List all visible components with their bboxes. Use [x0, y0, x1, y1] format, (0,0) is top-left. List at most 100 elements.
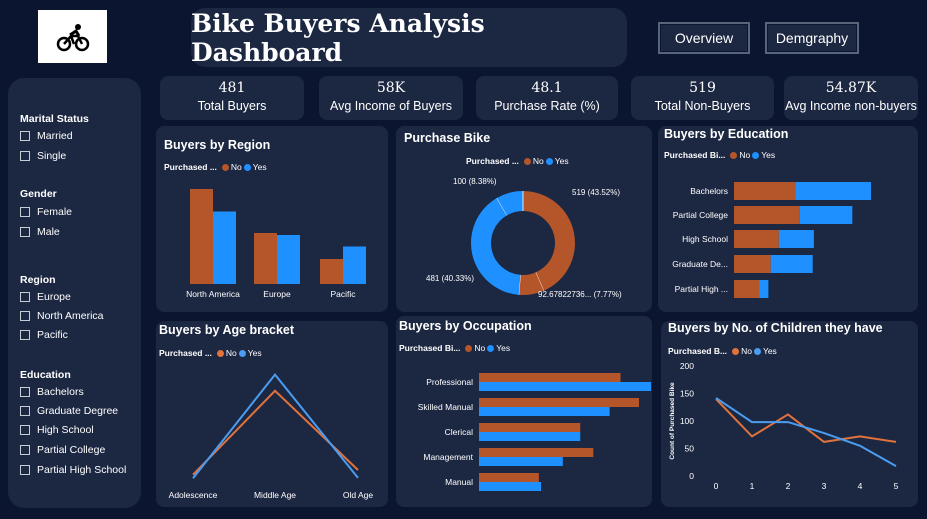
checkbox[interactable]	[20, 387, 30, 397]
filter-europe[interactable]: Europe	[20, 291, 71, 303]
filter-married[interactable]: Married	[20, 130, 73, 142]
slice-divider	[518, 274, 521, 295]
legend-yes: Yes	[762, 346, 777, 356]
legend-yes: Yes	[247, 348, 262, 358]
legend-yes-swatch	[238, 349, 246, 357]
donut-slice	[523, 191, 575, 291]
bar-yes	[770, 255, 813, 273]
checkbox[interactable]	[20, 406, 30, 416]
bar-yes	[213, 211, 236, 284]
filter-single[interactable]: Single	[20, 150, 66, 162]
panel-buyers-by-region: Buyers by Region Purchased ... No Yes No…	[156, 126, 388, 312]
bar-yes	[343, 246, 366, 284]
filter-north-america[interactable]: North America	[20, 310, 104, 322]
data-label: 100 (8.38%)	[453, 177, 497, 186]
bar-yes	[479, 432, 581, 441]
checkbox[interactable]	[20, 465, 30, 475]
bar-yes	[778, 230, 814, 248]
legend-no-swatch	[216, 349, 224, 357]
line-yes	[192, 372, 359, 479]
y-tick-label: Clerical	[445, 427, 473, 437]
checkbox[interactable]	[20, 311, 30, 321]
kpi-value: 519	[689, 80, 716, 96]
filter-title-gender: Gender	[20, 188, 57, 200]
bar-no	[734, 280, 760, 298]
filter-graduate-degree[interactable]: Graduate Degree	[20, 405, 118, 417]
y-tick-label: Bachelors	[690, 186, 728, 196]
checkbox[interactable]	[20, 151, 30, 161]
checkbox[interactable]	[20, 330, 30, 340]
filter-pacific[interactable]: Pacific	[20, 329, 68, 341]
demography-button[interactable]: Demgraphy	[765, 22, 859, 54]
dashboard-title-box: Bike Buyers Analysis Dashboard	[191, 8, 627, 67]
x-tick-label: Old Age	[343, 490, 374, 500]
kpi-label: Avg Income of Buyers	[329, 99, 453, 113]
bar-yes	[479, 407, 610, 416]
checkbox[interactable]	[20, 445, 30, 455]
occupation-bar-chart: Professional Skilled Manual Clerical Manage…	[418, 373, 651, 491]
y-tick-label: Manual	[445, 477, 473, 487]
slice-divider	[535, 272, 544, 291]
panel-purchase-bike: Purchase Bike Purchased ... No Yes 519 (…	[396, 126, 652, 312]
y-axis-label: Count of Purchased Bike	[669, 382, 676, 460]
chart-legend: Purchased Bi... No Yes	[399, 343, 510, 353]
data-label: 481 (40.33%)	[426, 274, 474, 283]
chart-title: Purchase Bike	[404, 131, 491, 145]
kpi-purchase-rate: 48.1 Purchase Rate (%)	[476, 76, 618, 120]
checkbox[interactable]	[20, 227, 30, 237]
filter-title-education: Education	[20, 369, 71, 381]
overview-button[interactable]: Overview	[658, 22, 750, 54]
filter-high-school[interactable]: High School	[20, 424, 94, 436]
checkbox[interactable]	[20, 425, 30, 435]
donut-slice	[496, 191, 523, 216]
checkbox[interactable]	[20, 131, 30, 141]
purchase-donut-chart: 519 (43.52%) 92.67822736... (7.77%) 481 (4…	[426, 177, 622, 299]
data-label: 519 (43.52%)	[572, 188, 620, 197]
bar-no	[479, 448, 594, 457]
checkbox[interactable]	[20, 207, 30, 217]
y-tick-label: 50	[685, 444, 695, 454]
legend-yes-swatch	[243, 163, 251, 171]
legend-no: No	[741, 346, 752, 356]
panel-buyers-by-education: Buyers by Education Purchased Bi... No Y…	[658, 126, 918, 312]
filter-bachelors[interactable]: Bachelors	[20, 386, 84, 398]
kpi-total-buyers: 481 Total Buyers	[160, 76, 304, 120]
legend-no-swatch	[732, 347, 740, 355]
kpi-label: Total Non-Buyers	[654, 99, 751, 113]
bar-no	[479, 398, 640, 407]
y-tick-label: Professional	[426, 377, 473, 387]
filter-partial-college[interactable]: Partial College	[20, 444, 105, 456]
x-tick-label: Europe	[263, 289, 291, 299]
bar-no	[190, 189, 213, 284]
legend-title: Purchased ...	[159, 348, 212, 358]
y-tick-label: High School	[682, 234, 728, 244]
chart-legend: Purchased B... No Yes	[668, 346, 777, 356]
kpi-avg-income-non-buyers: 54.87K Avg Income non-buyers	[784, 76, 918, 120]
bar-yes	[759, 280, 769, 298]
bar-yes	[795, 182, 871, 200]
filter-female[interactable]: Female	[20, 206, 72, 218]
line-yes	[715, 397, 897, 467]
line-no	[715, 398, 897, 443]
region-bar-chart: North America Europe Pacific	[186, 189, 366, 299]
donut-slice	[471, 198, 521, 295]
chart-title: Buyers by Age bracket	[159, 323, 295, 337]
chart-legend: Purchased ... No Yes	[466, 156, 569, 166]
bar-no	[734, 255, 771, 273]
age-line-chart: Adolescence Middle Age Old Age	[169, 372, 374, 500]
legend-no: No	[474, 343, 486, 353]
y-tick-label: Partial High ...	[675, 284, 728, 294]
bar-no	[734, 206, 800, 224]
y-tick-label: Partial College	[673, 210, 729, 220]
panel-buyers-by-age: Buyers by Age bracket Purchased ... No Y…	[156, 321, 388, 507]
filter-partial-high-school[interactable]: Partial High School	[20, 464, 126, 476]
legend-no: No	[532, 156, 544, 166]
chart-title: Buyers by Education	[664, 127, 789, 141]
logo	[38, 10, 107, 63]
kpi-total-non-buyers: 519 Total Non-Buyers	[631, 76, 774, 120]
checkbox[interactable]	[20, 292, 30, 302]
legend-no-swatch	[730, 151, 738, 159]
x-tick-label: Middle Age	[254, 490, 296, 500]
x-tick-label: 1	[750, 481, 755, 491]
filter-male[interactable]: Male	[20, 226, 60, 238]
